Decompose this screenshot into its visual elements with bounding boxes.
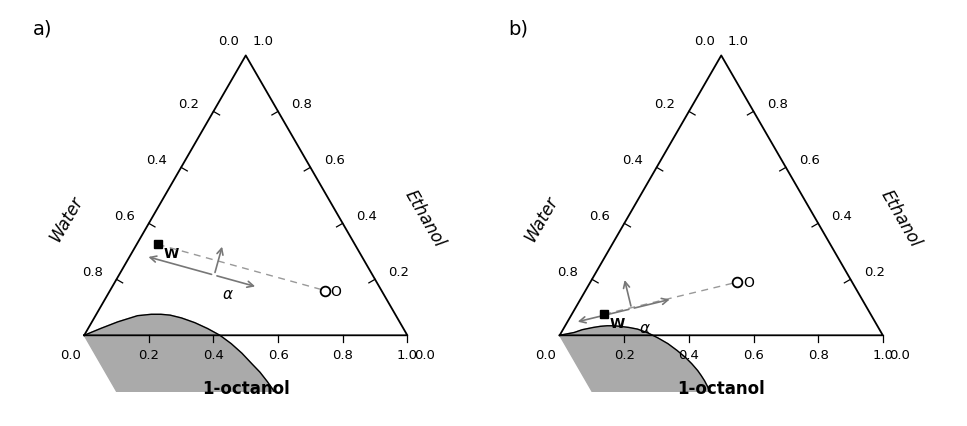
- Text: O: O: [744, 276, 754, 289]
- Text: 1-octanol: 1-octanol: [202, 379, 290, 397]
- Text: 1.0: 1.0: [396, 348, 418, 361]
- Text: 0.4: 0.4: [203, 348, 224, 361]
- Text: 0.8: 0.8: [807, 348, 829, 361]
- Text: Ethanol: Ethanol: [877, 187, 924, 250]
- Text: O: O: [331, 284, 341, 298]
- Text: 0.0: 0.0: [536, 348, 556, 361]
- Text: 0.0: 0.0: [694, 35, 715, 48]
- Polygon shape: [84, 314, 299, 426]
- Text: α: α: [639, 320, 650, 335]
- Text: 1.0: 1.0: [872, 348, 894, 361]
- Text: 0.4: 0.4: [622, 153, 643, 167]
- Text: Water: Water: [46, 193, 87, 244]
- Text: α: α: [222, 287, 232, 302]
- Text: W: W: [163, 246, 179, 260]
- Text: 0.0: 0.0: [60, 348, 81, 361]
- Text: 0.4: 0.4: [679, 348, 699, 361]
- Text: 0.6: 0.6: [324, 154, 344, 167]
- Text: 0.2: 0.2: [179, 98, 199, 111]
- Text: 0.2: 0.2: [614, 348, 634, 361]
- Text: 0.2: 0.2: [864, 265, 885, 279]
- Polygon shape: [560, 326, 721, 426]
- Text: 0.0: 0.0: [219, 35, 239, 48]
- Text: 0.4: 0.4: [146, 153, 167, 167]
- Text: 1-octanol: 1-octanol: [677, 379, 765, 397]
- Text: 0.2: 0.2: [654, 98, 675, 111]
- Text: Ethanol: Ethanol: [401, 187, 449, 250]
- Text: 0.4: 0.4: [356, 210, 377, 222]
- Text: 1.0: 1.0: [252, 35, 274, 48]
- Text: 0.6: 0.6: [743, 348, 764, 361]
- Text: Water: Water: [522, 193, 562, 244]
- Text: W: W: [610, 316, 626, 330]
- Text: 0.2: 0.2: [138, 348, 160, 361]
- Text: 0.6: 0.6: [800, 154, 820, 167]
- Text: 1.0: 1.0: [728, 35, 748, 48]
- Text: 0.8: 0.8: [557, 265, 578, 278]
- Text: 0.8: 0.8: [767, 98, 788, 111]
- Text: 0.8: 0.8: [291, 98, 312, 111]
- Text: 0.6: 0.6: [268, 348, 288, 361]
- Text: 0.0: 0.0: [414, 348, 435, 361]
- Text: 0.0: 0.0: [890, 348, 910, 361]
- Text: 0.8: 0.8: [81, 265, 103, 278]
- Text: 0.8: 0.8: [333, 348, 353, 361]
- Text: 0.6: 0.6: [114, 209, 134, 222]
- Text: 0.2: 0.2: [389, 265, 409, 279]
- Text: a): a): [33, 19, 52, 38]
- Text: b): b): [508, 19, 528, 38]
- Text: 0.4: 0.4: [832, 210, 853, 222]
- Text: 0.6: 0.6: [590, 209, 610, 222]
